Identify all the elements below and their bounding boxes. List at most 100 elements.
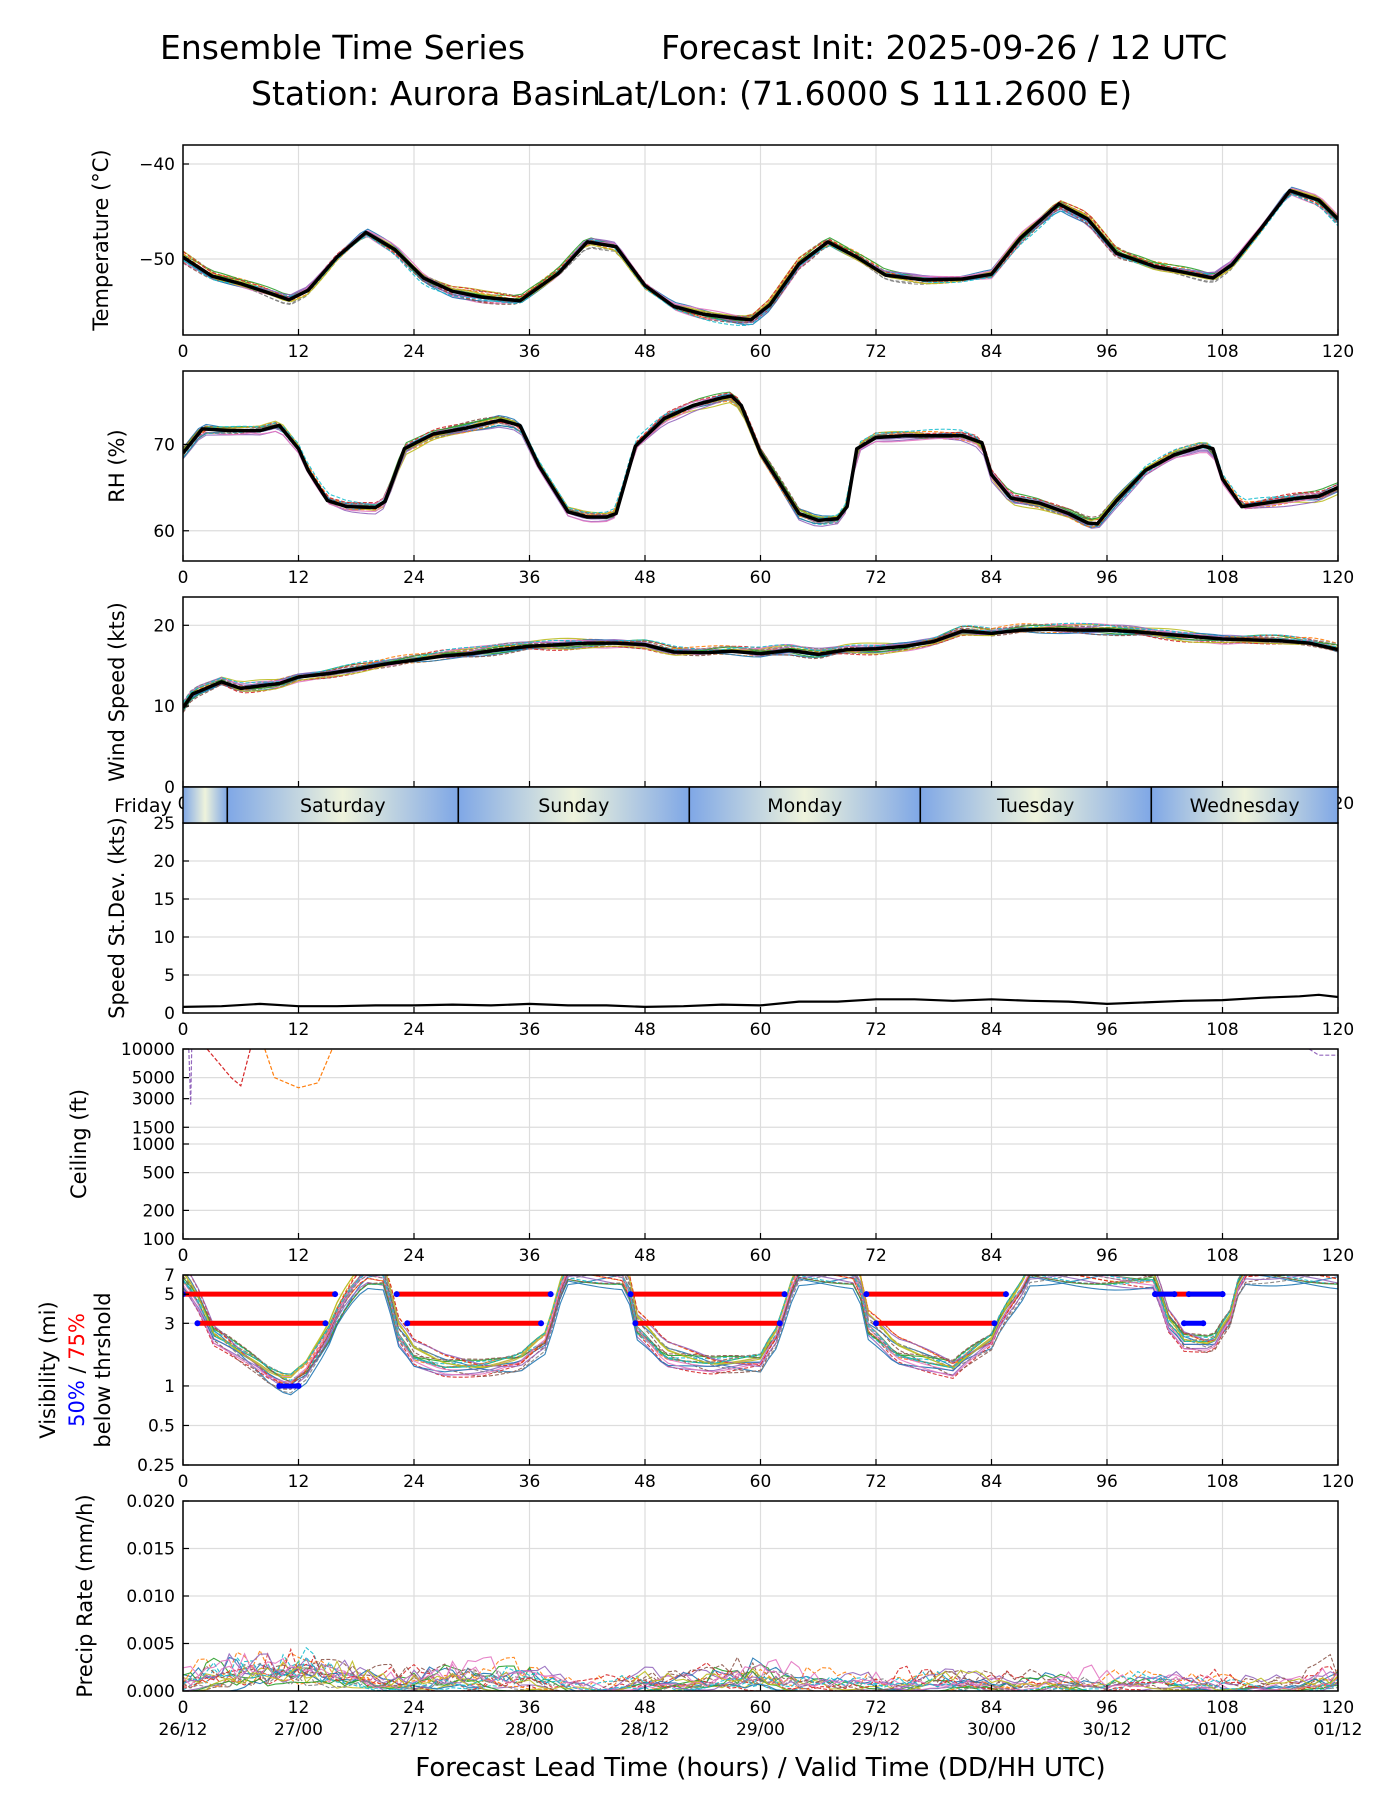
visibility-member-line — [186, 1275, 1317, 1394]
precip_rate-member-line — [183, 1668, 1338, 1691]
precip_rate-member-line — [183, 1659, 1338, 1691]
ceiling-member-line — [188, 1049, 193, 1105]
x-tick-label: 36 — [519, 342, 541, 362]
x-tick-label: 60 — [750, 342, 772, 362]
x-tick-label: 36 — [519, 568, 541, 588]
temperature-member-line — [183, 192, 1338, 324]
x-tick-label: 0 — [178, 1020, 189, 1040]
x-tick-label: 72 — [865, 342, 887, 362]
visibility-member-line — [183, 1275, 1338, 1376]
y-tick-label: 10000 — [121, 1040, 175, 1060]
visibility-member-line — [184, 1275, 1244, 1379]
x-tick-label: 60 — [750, 1698, 772, 1718]
wind_speed-mean-line — [183, 627, 1338, 709]
visibility-bar-marker — [322, 1320, 329, 1327]
day-segment — [920, 787, 1152, 823]
y-tick-label: 10 — [153, 697, 175, 717]
station-name: Station: Aurora Basin — [251, 74, 601, 113]
x-tick-label: 120 — [1322, 1472, 1354, 1492]
visibility-bar-marker — [1185, 1291, 1192, 1298]
valid-time-label: 27/12 — [390, 1720, 439, 1740]
y-tick-label: 0 — [164, 1004, 175, 1024]
speed_stdev-mean-line — [183, 993, 1338, 1008]
precip_rate-member-line — [183, 1652, 1338, 1691]
visibility-ylabel-line: Visibility (mi) — [36, 1301, 60, 1438]
temperature-member-line — [183, 193, 1338, 327]
valid-time-label: 01/12 — [1314, 1720, 1363, 1740]
day-label: Monday — [767, 795, 842, 817]
y-tick-label: 0.000 — [126, 1682, 175, 1702]
x-tick-label: 120 — [1322, 342, 1354, 362]
x-tick-label: 12 — [288, 1472, 310, 1492]
visibility-panel — [182, 1274, 1339, 1466]
precip_rate-member-line — [183, 1670, 1338, 1691]
y-tick-label: 60 — [153, 522, 175, 542]
x-tick-label: 24 — [403, 342, 425, 362]
x-tick-label: 24 — [403, 1698, 425, 1718]
visibility-bar-marker — [538, 1320, 545, 1327]
y-tick-label: 5 — [164, 1285, 175, 1305]
y-tick-label: 10 — [153, 928, 175, 948]
visibility-bar-marker — [781, 1291, 788, 1298]
wind_speed-ylabel: Wind Speed (kts) — [105, 602, 129, 782]
x-tick-label: 48 — [634, 568, 656, 588]
valid-time-label: 28/00 — [505, 1720, 554, 1740]
rh-mean-line — [183, 394, 1338, 526]
visibility-member-line — [183, 1275, 1242, 1376]
rh-ylabel: RH (%) — [105, 429, 129, 502]
precip_rate-member-line — [183, 1649, 1338, 1691]
day-segment — [458, 787, 690, 823]
speed_stdev-ylabel: Speed St.Dev. (kts) — [105, 817, 129, 1019]
forecast-init: Forecast Init: 2025-09-26 / 12 UTC — [661, 28, 1228, 67]
x-tick-label: 72 — [865, 1020, 887, 1040]
y-tick-label: 25 — [153, 814, 175, 834]
y-tick-label: −50 — [139, 250, 175, 270]
x-tick-label: 84 — [981, 342, 1003, 362]
x-tick-label: 96 — [1096, 1020, 1118, 1040]
temperature-panel — [182, 144, 1339, 336]
x-tick-label: 36 — [519, 1246, 541, 1266]
station-latlon: Lat/Lon: (71.6000 S 111.2600 E) — [596, 74, 1133, 113]
x-tick-label: 108 — [1206, 1246, 1238, 1266]
day-label: Friday — [114, 795, 172, 817]
x-tick-label: 36 — [519, 1698, 541, 1718]
visibility-bar-marker — [1002, 1291, 1009, 1298]
day-label: Sunday — [538, 795, 609, 817]
x-tick-label: 72 — [865, 1246, 887, 1266]
y-tick-label: 0 — [164, 778, 175, 798]
visibility-bar-marker — [295, 1382, 302, 1389]
rh-member-line — [183, 400, 1338, 524]
x-tick-label: 84 — [981, 1020, 1003, 1040]
x-tick-label: 24 — [403, 1020, 425, 1040]
visibility-bar-marker — [1219, 1291, 1226, 1298]
day-segment — [689, 787, 921, 823]
y-tick-label: 3000 — [132, 1090, 175, 1110]
visibility-bar-marker — [1200, 1320, 1207, 1327]
x-tick-label: 24 — [403, 1472, 425, 1492]
day-label: Tuesday — [996, 795, 1074, 817]
ceiling-member-line — [264, 1049, 333, 1089]
x-tick-label: 72 — [865, 1698, 887, 1718]
y-tick-label: 0.015 — [126, 1540, 175, 1560]
speed_stdev-panel — [182, 822, 1339, 1014]
x-tick-label: 36 — [519, 1472, 541, 1492]
visibility-bar-marker — [632, 1320, 639, 1327]
x-tick-label: 60 — [750, 1020, 772, 1040]
x-tick-label: 96 — [1096, 1698, 1118, 1718]
wind_speed-member-line — [183, 623, 1338, 705]
temperature-data — [183, 186, 1338, 327]
x-tick-label: 84 — [981, 568, 1003, 588]
day-label: Saturday — [300, 795, 386, 817]
y-tick-label: 1 — [164, 1377, 175, 1397]
valid-time-label: 29/12 — [852, 1720, 901, 1740]
x-tick-label: 108 — [1206, 1698, 1238, 1718]
y-tick-label: 500 — [143, 1164, 175, 1184]
visibility-bar-marker — [194, 1320, 201, 1327]
x-tick-label: 0 — [178, 342, 189, 362]
y-tick-label: 0.005 — [126, 1635, 175, 1655]
visibility-member-line — [190, 1275, 1270, 1386]
visibility-data — [183, 1275, 1338, 1396]
precip_rate-member-line — [183, 1670, 1338, 1691]
visibility-bar-marker — [776, 1320, 783, 1327]
visibility-bar-marker — [627, 1291, 634, 1298]
